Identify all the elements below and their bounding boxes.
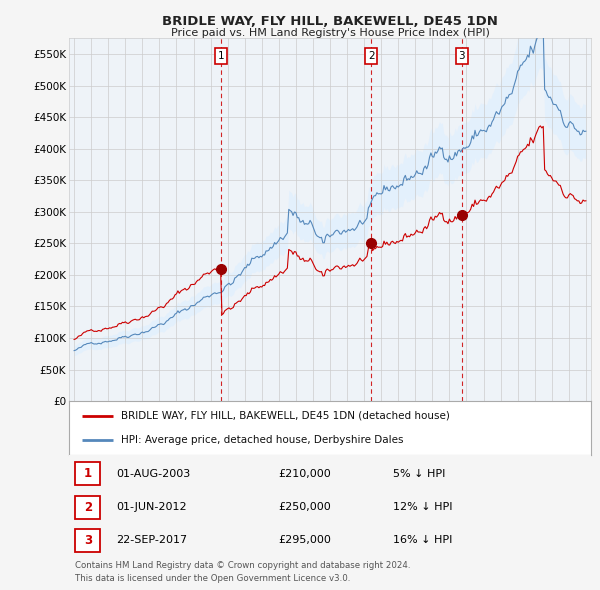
Text: 01-AUG-2003: 01-AUG-2003 bbox=[116, 468, 190, 478]
Text: Contains HM Land Registry data © Crown copyright and database right 2024.: Contains HM Land Registry data © Crown c… bbox=[75, 560, 411, 569]
FancyBboxPatch shape bbox=[75, 529, 100, 552]
Text: 2: 2 bbox=[84, 500, 92, 513]
Text: 1: 1 bbox=[84, 467, 92, 480]
Text: 16% ↓ HPI: 16% ↓ HPI bbox=[392, 535, 452, 545]
Text: 5% ↓ HPI: 5% ↓ HPI bbox=[392, 468, 445, 478]
Text: 01-JUN-2012: 01-JUN-2012 bbox=[116, 502, 187, 512]
FancyBboxPatch shape bbox=[75, 463, 100, 485]
Text: £295,000: £295,000 bbox=[278, 535, 331, 545]
Text: HPI: Average price, detached house, Derbyshire Dales: HPI: Average price, detached house, Derb… bbox=[121, 435, 404, 445]
Text: Price paid vs. HM Land Registry's House Price Index (HPI): Price paid vs. HM Land Registry's House … bbox=[170, 28, 490, 38]
Text: 22-SEP-2017: 22-SEP-2017 bbox=[116, 535, 187, 545]
Text: 3: 3 bbox=[84, 534, 92, 547]
FancyBboxPatch shape bbox=[75, 496, 100, 519]
Text: £210,000: £210,000 bbox=[278, 468, 331, 478]
Text: This data is licensed under the Open Government Licence v3.0.: This data is licensed under the Open Gov… bbox=[75, 575, 350, 584]
Text: 12% ↓ HPI: 12% ↓ HPI bbox=[392, 502, 452, 512]
Text: BRIDLE WAY, FLY HILL, BAKEWELL, DE45 1DN (detached house): BRIDLE WAY, FLY HILL, BAKEWELL, DE45 1DN… bbox=[121, 411, 450, 421]
Text: £250,000: £250,000 bbox=[278, 502, 331, 512]
Text: BRIDLE WAY, FLY HILL, BAKEWELL, DE45 1DN: BRIDLE WAY, FLY HILL, BAKEWELL, DE45 1DN bbox=[162, 15, 498, 28]
Text: 2: 2 bbox=[368, 51, 374, 61]
Text: 3: 3 bbox=[458, 51, 465, 61]
Text: 1: 1 bbox=[218, 51, 224, 61]
